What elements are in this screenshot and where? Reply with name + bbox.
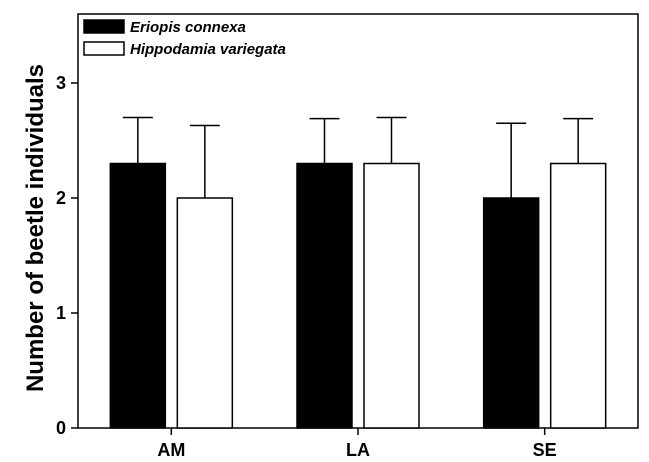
- legend-entry-label: Hippodamia variegata: [130, 41, 286, 58]
- legend: Eriopis connexa Hippodamia variegata: [83, 19, 286, 58]
- bars: [109, 162, 607, 429]
- bar: [549, 162, 607, 429]
- legend-swatch: [83, 41, 125, 56]
- x-tick-label: SE: [533, 440, 557, 460]
- y-axis-label: Number of beetle individuals: [22, 64, 49, 392]
- bar: [363, 162, 420, 429]
- x-tick-label: LA: [346, 440, 370, 460]
- bar: [296, 162, 353, 429]
- bar: [482, 197, 540, 429]
- axis-ticks: 0 1 2 3 AM LA SE: [56, 73, 557, 460]
- error-bars: [122, 116, 594, 198]
- y-tick-label: 0: [56, 418, 66, 438]
- legend-swatch: [83, 19, 125, 34]
- y-tick-label: 2: [56, 188, 66, 208]
- y-tick-label: 1: [56, 303, 66, 323]
- bar: [176, 197, 234, 429]
- x-tick-label: AM: [157, 440, 185, 460]
- legend-entry-label: Eriopis connexa: [130, 19, 246, 36]
- bar: [109, 162, 167, 429]
- y-tick-label: 3: [56, 73, 66, 93]
